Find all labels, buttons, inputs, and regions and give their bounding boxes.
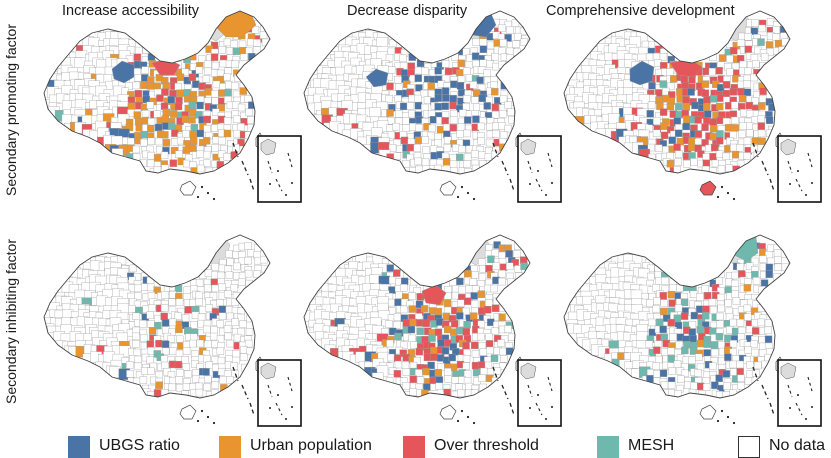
column-title-increase-accessibility: Increase accessibility	[62, 3, 199, 19]
legend-swatch-over-threshold	[403, 436, 425, 458]
legend-swatch-urban-population	[219, 436, 241, 458]
legend-swatch-mesh	[597, 436, 619, 458]
legend-swatch-ubgs-ratio	[68, 436, 90, 458]
legend-swatch-no-data	[738, 436, 760, 458]
column-title-decrease-disparity: Decrease disparity	[347, 3, 468, 19]
legend-label-over-threshold: Over threshold	[434, 437, 539, 454]
legend-label-no-data: No data	[769, 437, 826, 454]
map-panel	[30, 3, 302, 203]
map-panel	[290, 227, 562, 427]
column-title-comprehensive-development: Comprehensive development	[546, 3, 735, 19]
map-panel	[550, 227, 822, 427]
legend-label-urban-population: Urban population	[250, 437, 372, 454]
row-label-secondary-promoting-factor: Secondary promoting factor	[3, 24, 19, 196]
map-panel	[550, 3, 822, 203]
row-label-secondary-inhibiting-factor: Secondary inhibiting factor	[3, 239, 19, 405]
legend-label-mesh: MESH	[628, 437, 675, 454]
legend-label-ubgs-ratio: UBGS ratio	[99, 437, 180, 454]
map-panel	[290, 3, 562, 203]
map-panel	[30, 227, 302, 427]
legend: UBGS ratio Urban population Over thresho…	[0, 432, 831, 458]
